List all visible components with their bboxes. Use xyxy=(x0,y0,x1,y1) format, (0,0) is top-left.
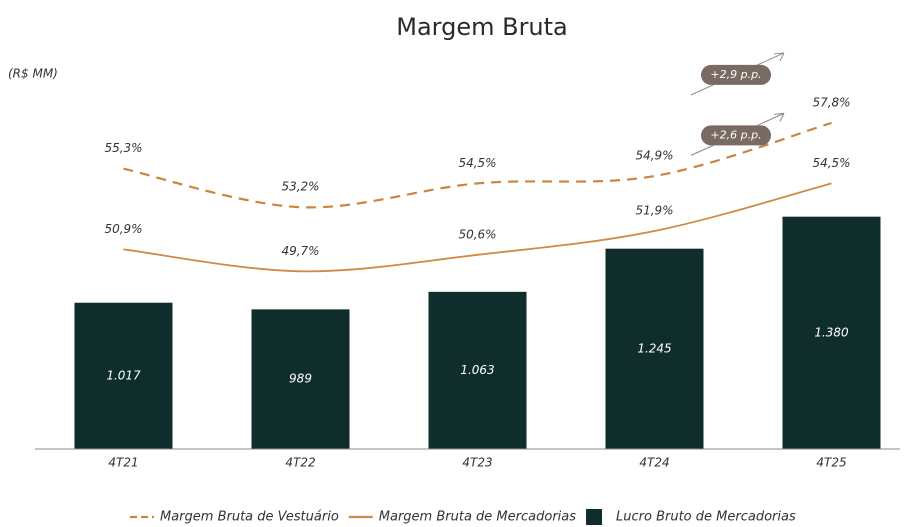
legend-label: Margem Bruta de Mercadorias xyxy=(379,510,576,525)
x-tick-label: 4T22 xyxy=(285,456,315,470)
legend-swatch xyxy=(586,509,603,525)
line xyxy=(123,182,832,273)
x-tick-label: 4T23 xyxy=(462,456,492,470)
line-value-label: 57,8% xyxy=(812,95,850,109)
line-value-label: 54,5% xyxy=(812,156,850,170)
x-tick-label: 4T25 xyxy=(816,456,846,470)
bar-value-label: 989 xyxy=(289,372,312,386)
annotation-arrowhead xyxy=(773,52,785,62)
annotation-pill xyxy=(701,64,771,85)
line-value-label: 54,5% xyxy=(458,156,496,170)
bar xyxy=(251,309,350,449)
legend-label: Lucro Bruto de Mercadorias xyxy=(616,510,796,525)
bar-value-label: 1.245 xyxy=(637,341,671,355)
legend-label: Margem Bruta de Vestuário xyxy=(160,510,339,525)
line xyxy=(123,121,832,209)
annotation-text: +2,9 p.p. xyxy=(710,68,761,81)
annotation-pill xyxy=(701,125,771,146)
line-value-label: 50,6% xyxy=(458,227,496,241)
annotation-text: +2,6 p.p. xyxy=(710,128,761,141)
chart-title: Margem Bruta xyxy=(396,13,568,41)
unit-label: (R$ MM) xyxy=(8,67,58,81)
line-value-label: 53,2% xyxy=(281,180,319,194)
line-value-label: 51,9% xyxy=(635,204,673,218)
bar xyxy=(605,248,704,449)
annotation-arrowhead xyxy=(773,112,785,122)
bar-value-label: 1.063 xyxy=(460,363,494,377)
bar xyxy=(428,291,527,449)
bar-value-label: 1.380 xyxy=(814,325,849,339)
bar-value-label: 1.017 xyxy=(106,368,141,382)
bar xyxy=(74,302,173,449)
line-value-label: 49,7% xyxy=(281,244,319,258)
line-value-label: 55,3% xyxy=(104,141,142,155)
line-value-label: 50,9% xyxy=(104,222,142,236)
x-tick-label: 4T24 xyxy=(639,456,669,470)
line-value-label: 54,9% xyxy=(635,149,673,163)
x-tick-label: 4T21 xyxy=(108,456,138,470)
bar xyxy=(782,216,881,449)
